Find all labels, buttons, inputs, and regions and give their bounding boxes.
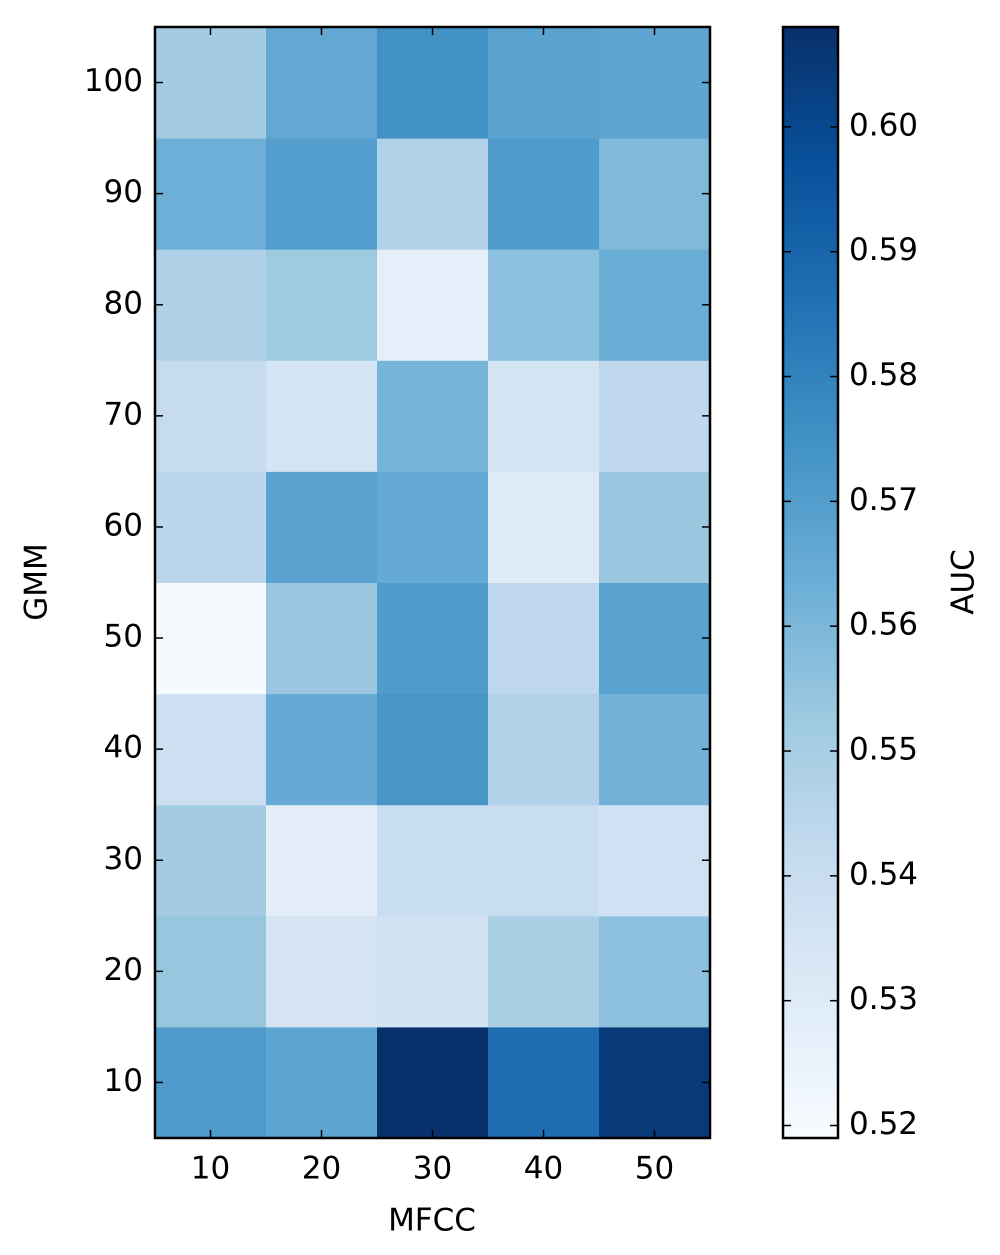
heatmap-cell: [377, 249, 489, 361]
heatmap-cell: [599, 249, 711, 361]
heatmap-cell: [377, 360, 489, 472]
heatmap-cell: [377, 915, 489, 1028]
x-tick-label: 30: [413, 1151, 452, 1187]
heatmap-cell: [266, 27, 378, 139]
heatmap-cell: [155, 27, 267, 139]
colorbar-tick-label: 0.53: [849, 981, 918, 1017]
y-tick-label: 40: [104, 730, 143, 766]
y-tick-label: 30: [104, 841, 143, 877]
heatmap-cell: [266, 915, 378, 1028]
heatmap-cell: [599, 582, 711, 695]
y-tick-label: 20: [104, 952, 143, 988]
heatmap-cell: [599, 138, 711, 250]
heatmap-cell: [488, 471, 600, 583]
heatmap-cell: [377, 582, 489, 695]
heatmap-cell: [488, 804, 600, 917]
heatmap-cell: [266, 1026, 378, 1139]
heatmap-cell: [155, 249, 267, 361]
colorbar-tick-label: 0.54: [849, 856, 918, 892]
heatmap-cell: [377, 1026, 489, 1139]
heatmap-cell: [155, 582, 267, 695]
x-axis-label: MFCC: [388, 1203, 476, 1239]
heatmap-cell: [155, 693, 267, 806]
heatmap-cell: [266, 693, 378, 806]
y-axis-label: GMM: [19, 543, 55, 621]
heatmap-cell: [488, 138, 600, 250]
colorbar-tick-label: 0.58: [849, 357, 918, 393]
heatmap-cell: [266, 138, 378, 250]
heatmap-cell: [599, 804, 711, 917]
heatmap-cell: [599, 471, 711, 583]
heatmap-cell: [377, 693, 489, 806]
heatmap-cell: [488, 582, 600, 695]
heatmap-cell: [155, 138, 267, 250]
heatmap-cell: [488, 360, 600, 472]
heatmap-cell: [266, 582, 378, 695]
colorbar-tick-label: 0.56: [849, 607, 918, 643]
heatmap-cell: [266, 249, 378, 361]
heatmap-cell: [488, 1026, 600, 1139]
heatmap-cell: [377, 27, 489, 139]
colorbar: [781, 25, 840, 1140]
heatmap-cell: [155, 471, 267, 583]
heatmap-cell: [488, 27, 600, 139]
heatmap-cell: [488, 693, 600, 806]
y-tick-label: 90: [104, 174, 143, 210]
x-tick-label: 10: [191, 1151, 230, 1187]
x-tick-label: 50: [635, 1151, 674, 1187]
heatmap-cell: [155, 1026, 267, 1139]
colorbar-tick-label: 0.57: [849, 482, 918, 518]
heatmap-cell: [377, 471, 489, 583]
heatmap-cell: [488, 249, 600, 361]
heatmap-cell: [488, 915, 600, 1028]
y-tick-label: 80: [104, 285, 143, 321]
y-tick-label: 100: [84, 63, 143, 99]
x-tick-label: 20: [302, 1151, 341, 1187]
heatmap-cell: [266, 471, 378, 583]
colorbar-tick-label: 0.55: [849, 732, 918, 768]
heatmap-cell: [377, 804, 489, 917]
heatmap-cell: [266, 360, 378, 472]
y-tick-label: 60: [104, 507, 143, 543]
heatmap-cell: [155, 804, 267, 917]
y-tick-label: 50: [104, 619, 143, 655]
heatmap-cell: [377, 138, 489, 250]
colorbar-tick-label: 0.59: [849, 232, 918, 268]
heatmap-cell: [266, 804, 378, 917]
heatmap-cell: [599, 1026, 711, 1139]
x-tick-label: 40: [524, 1151, 563, 1187]
colorbar-tick-label: 0.60: [849, 107, 918, 143]
heatmap-cell: [599, 915, 711, 1028]
heatmap-cell: [599, 27, 711, 139]
colorbar-label: AUC: [946, 549, 982, 615]
heatmap-cell: [599, 360, 711, 472]
heatmap-cell: [155, 915, 267, 1028]
heatmap-cell: [599, 693, 711, 806]
heatmap-cell: [155, 360, 267, 472]
y-tick-label: 70: [104, 396, 143, 432]
colorbar-tick-label: 0.52: [849, 1106, 918, 1142]
y-tick-label: 10: [104, 1063, 143, 1099]
